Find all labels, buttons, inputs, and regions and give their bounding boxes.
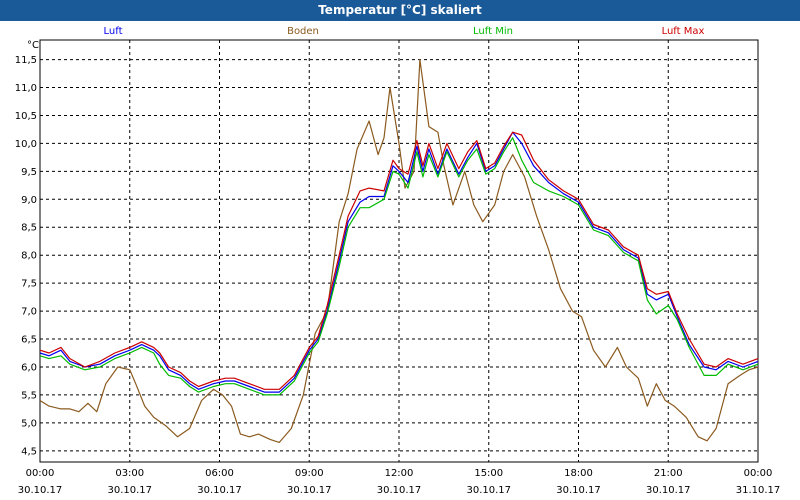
plot-border: [39, 39, 759, 463]
legend-item-luft-min: Luft Min: [473, 26, 513, 37]
y-tick-label: 9,5: [21, 167, 37, 178]
x-tick-time-label: 18:00: [564, 468, 593, 479]
y-tick-label: 6,5: [21, 335, 37, 346]
legend-item-luft: Luft: [104, 26, 123, 37]
x-axis: 00:00 30.10.17 03:00 30.10.17 06:00 30.10.17 0…: [18, 468, 781, 496]
x-tick-date-label: 30.10.17: [197, 485, 242, 496]
legend: Luft Boden Luft Min Luft Max: [104, 26, 705, 37]
y-tick-label: 7,5: [21, 279, 37, 290]
y-tick-label: 8,0: [21, 251, 37, 262]
plot-area-border: [39, 39, 759, 463]
y-tick-label: 11,0: [15, 83, 37, 94]
x-tick-date-label: 30.10.17: [377, 485, 422, 496]
series-line-luft-max: [39, 131, 759, 390]
x-tick-time-label: 06:00: [205, 468, 234, 479]
y-tick-label: 5,0: [21, 418, 37, 429]
x-tick-time-label: 03:00: [115, 468, 144, 479]
chart-canvas: Luft Boden Luft Min Luft Max °C 11,5 11,0 10,…: [15, 26, 781, 496]
y-tick-label: 7,0: [21, 307, 37, 318]
x-tick-date-label: 30.10.17: [287, 485, 332, 496]
series-group: [39, 59, 759, 443]
y-tick-label: 10,0: [15, 139, 37, 150]
y-tick-label: 11,5: [15, 55, 37, 66]
x-tick-time-label: 00:00: [26, 468, 55, 479]
y-axis-unit-label: °C: [27, 40, 39, 51]
grid: [40, 40, 758, 462]
series-line-luft-min: [39, 137, 759, 396]
y-axis: 11,5 11,0 10,5 10,0 9,5 9,0 8,5 8,0 7,5 7,0 6,5 6,0…: [15, 55, 37, 457]
x-tick-date-label: 30.10.17: [646, 485, 691, 496]
legend-item-luft-max: Luft Max: [662, 26, 705, 37]
x-tick-date-label: 30.10.17: [556, 485, 601, 496]
x-tick-time-label: 00:00: [744, 468, 773, 479]
y-tick-label: 8,5: [21, 223, 37, 234]
series-line-luft: [39, 131, 759, 393]
chart-title: Temperatur [°C] skaliert: [0, 0, 800, 21]
series-line-boden: [39, 59, 759, 443]
x-tick-time-label: 21:00: [654, 468, 683, 479]
y-tick-label: 4,5: [21, 446, 37, 457]
x-tick-time-label: 15:00: [474, 468, 503, 479]
y-tick-label: 9,0: [21, 195, 37, 206]
x-tick-date-label: 31.10.17: [736, 485, 781, 496]
y-tick-label: 6,0: [21, 362, 37, 373]
legend-item-boden: Boden: [287, 26, 319, 37]
x-tick-time-label: 09:00: [295, 468, 324, 479]
x-tick-time-label: 12:00: [385, 468, 414, 479]
x-tick-date-label: 30.10.17: [18, 485, 63, 496]
x-tick-date-label: 30.10.17: [107, 485, 152, 496]
x-tick-date-label: 30.10.17: [466, 485, 511, 496]
y-tick-label: 10,5: [15, 111, 37, 122]
y-tick-label: 5,5: [21, 390, 37, 401]
